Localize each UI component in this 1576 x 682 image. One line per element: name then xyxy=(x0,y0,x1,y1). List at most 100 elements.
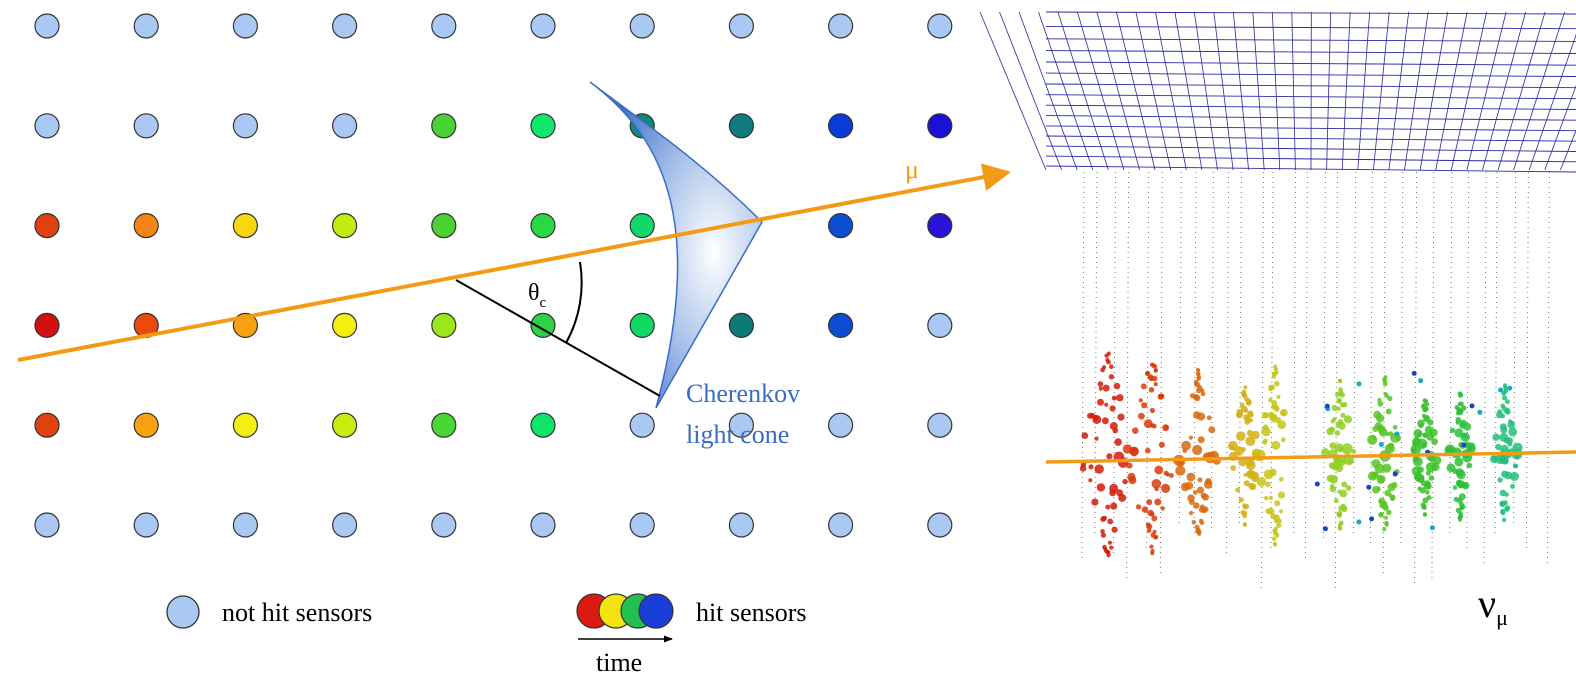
event-hit xyxy=(1151,423,1157,429)
event-hit xyxy=(1100,532,1106,538)
sensor-hit xyxy=(530,312,556,338)
event-hit xyxy=(1423,399,1428,404)
event-hit xyxy=(1280,408,1288,417)
event-hit xyxy=(1425,462,1437,473)
event-hit xyxy=(1421,443,1426,448)
grid-col-line xyxy=(1077,11,1125,171)
event-hit xyxy=(1334,430,1341,436)
event-hit xyxy=(1371,459,1381,469)
event-hit xyxy=(1246,457,1255,467)
detector-string xyxy=(1094,171,1098,538)
event-hit xyxy=(1208,426,1216,434)
event-hit xyxy=(1272,541,1277,546)
event-hit xyxy=(1198,518,1204,524)
detector-string xyxy=(1193,171,1197,537)
sensor-not-hit xyxy=(133,113,159,139)
event-hit xyxy=(1424,415,1429,421)
legend-not-hit-label: not hit sensors xyxy=(222,598,372,627)
event-hit xyxy=(1342,505,1347,510)
event-hit xyxy=(1329,474,1339,484)
event-hit xyxy=(1131,447,1138,454)
event-hit xyxy=(1466,462,1473,469)
event-hit xyxy=(1109,483,1119,493)
event-hit xyxy=(1196,486,1204,494)
neutrino-label: νμ xyxy=(1478,581,1508,630)
event-hit xyxy=(1145,522,1151,528)
sensor-not-hit xyxy=(34,13,60,39)
event-hit xyxy=(1422,512,1427,517)
sensor-hit xyxy=(431,213,457,239)
cone-label-line1: Cherenkov xyxy=(686,379,800,408)
detector-string xyxy=(1146,171,1150,549)
sensor-hit xyxy=(629,213,655,239)
sensor-hit xyxy=(927,213,953,239)
event-hit xyxy=(1276,522,1282,528)
event-hit xyxy=(1497,477,1503,483)
event-hit xyxy=(1122,478,1128,485)
grid-col-line xyxy=(1435,11,1468,171)
sensor-not-hit xyxy=(34,512,60,538)
event-hit xyxy=(1122,444,1133,454)
event-hit xyxy=(1154,465,1164,475)
event-hit xyxy=(1338,379,1343,384)
event-hit xyxy=(1324,403,1330,409)
event-hit xyxy=(1499,433,1509,442)
sensor-hit xyxy=(530,213,556,239)
grid-col-line xyxy=(1193,11,1218,171)
grid-col-line xyxy=(1271,11,1281,171)
sensor-not-hit xyxy=(530,512,556,538)
event-hit xyxy=(1383,515,1389,520)
event-hit xyxy=(1394,431,1400,437)
event-hit xyxy=(1428,475,1435,481)
event-hit xyxy=(1118,493,1127,502)
event-hit xyxy=(1456,497,1463,504)
event-hit xyxy=(1163,470,1169,476)
sensor-not-hit xyxy=(133,13,159,39)
event-hit xyxy=(1367,471,1378,481)
event-hit xyxy=(1110,502,1118,510)
event-hit xyxy=(1107,518,1114,525)
event-hit xyxy=(1097,398,1104,406)
event-hit xyxy=(1169,473,1174,478)
event-hit xyxy=(1265,481,1271,487)
event-hit xyxy=(1268,411,1275,418)
sensor-hit xyxy=(133,213,159,239)
event-hit xyxy=(1206,415,1212,421)
event-hit xyxy=(1334,443,1344,453)
event-hit xyxy=(1256,477,1267,487)
event-hit xyxy=(1148,387,1155,393)
detector-string xyxy=(1270,171,1274,552)
event-hit xyxy=(1502,395,1508,401)
event-hit xyxy=(1385,432,1390,436)
event-hit xyxy=(1151,515,1158,522)
sensor-hit xyxy=(34,213,60,239)
event-hit xyxy=(1268,397,1273,403)
event-hit xyxy=(1413,456,1423,467)
grid-col-line xyxy=(1057,11,1109,171)
event-hit xyxy=(1384,520,1389,526)
event-hit xyxy=(1242,513,1247,519)
detector-string xyxy=(1525,171,1529,549)
sensor-not-hit xyxy=(232,113,258,139)
event-hit xyxy=(1339,392,1346,398)
event-hit xyxy=(1243,414,1250,421)
event-hit xyxy=(1510,483,1515,489)
event-hit xyxy=(1251,475,1259,483)
event-hit xyxy=(1452,468,1458,474)
event-hit xyxy=(1200,391,1206,397)
event-hit xyxy=(1477,409,1483,415)
event-hit xyxy=(1373,410,1382,419)
event-hit xyxy=(1427,419,1434,426)
event-hit xyxy=(1452,485,1458,490)
event-hit xyxy=(1372,485,1380,494)
event-hit xyxy=(1351,449,1357,454)
event-hit xyxy=(1079,465,1087,472)
event-hit xyxy=(1151,479,1162,489)
event-hit xyxy=(1148,374,1154,380)
event-hit xyxy=(1462,433,1468,439)
event-hit xyxy=(1499,423,1507,430)
grid-col-line xyxy=(1450,11,1487,171)
grid-col-line xyxy=(1419,11,1448,171)
sensor-hit xyxy=(332,312,358,338)
event-hit xyxy=(1153,535,1158,540)
